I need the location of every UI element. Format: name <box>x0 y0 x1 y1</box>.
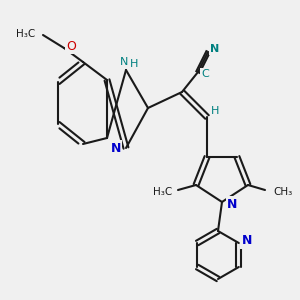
Text: N: N <box>111 142 121 154</box>
Text: O: O <box>66 40 76 52</box>
Text: N: N <box>242 235 252 248</box>
Text: H: H <box>211 106 219 116</box>
Text: CH₃: CH₃ <box>273 187 292 197</box>
Text: H₃C: H₃C <box>153 187 172 197</box>
Text: C: C <box>201 69 209 79</box>
Text: H: H <box>130 59 138 69</box>
Text: N: N <box>120 57 128 67</box>
Text: N: N <box>227 197 237 211</box>
Text: N: N <box>210 44 220 54</box>
Text: H₃C: H₃C <box>16 29 35 39</box>
